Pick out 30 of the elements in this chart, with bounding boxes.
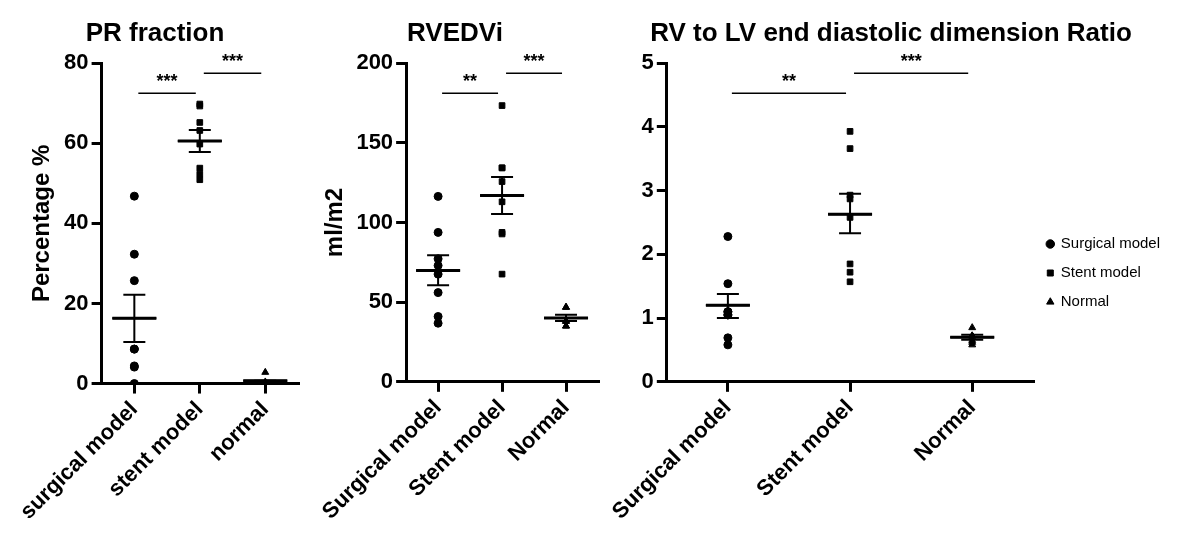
y-axis-title: Percentage %	[27, 144, 55, 303]
annotation: ***	[156, 71, 178, 92]
legend-label: Normal	[1060, 292, 1110, 310]
chart-title: RVEDVi	[407, 16, 503, 47]
y-tick-label: 2	[641, 240, 654, 266]
y-tick-label: 40	[64, 209, 89, 235]
y-tick-label: 0	[380, 367, 394, 393]
y-tick-label: 0	[641, 367, 654, 393]
y-tick-label: 4	[641, 112, 655, 138]
legend-label: Surgical model	[1060, 234, 1160, 252]
annotation: ***	[900, 51, 922, 72]
chart-title: RV to LV end diastolic dimension Ratio	[650, 16, 1132, 47]
y-tick-label: 5	[641, 49, 654, 75]
annotation: **	[463, 71, 478, 92]
annotation: ***	[222, 51, 244, 72]
y-tick-label: 3	[641, 176, 654, 202]
annotation: **	[781, 71, 796, 92]
y-tick-label: 80	[64, 49, 89, 75]
chart-title: PR fraction	[85, 16, 225, 47]
y-tick-label: 20	[64, 289, 89, 315]
y-tick-label: 100	[356, 208, 394, 234]
y-tick-label: 50	[368, 288, 394, 314]
y-tick-label: 60	[64, 129, 89, 155]
y-tick-label: 0	[76, 369, 89, 395]
annotation: ***	[523, 51, 545, 72]
y-tick-label: 150	[356, 128, 394, 154]
y-tick-label: 1	[641, 304, 654, 330]
y-tick-label: 200	[356, 49, 394, 75]
legend-label: Stent model	[1060, 263, 1141, 281]
y-axis-title: ml/m2	[319, 187, 347, 258]
